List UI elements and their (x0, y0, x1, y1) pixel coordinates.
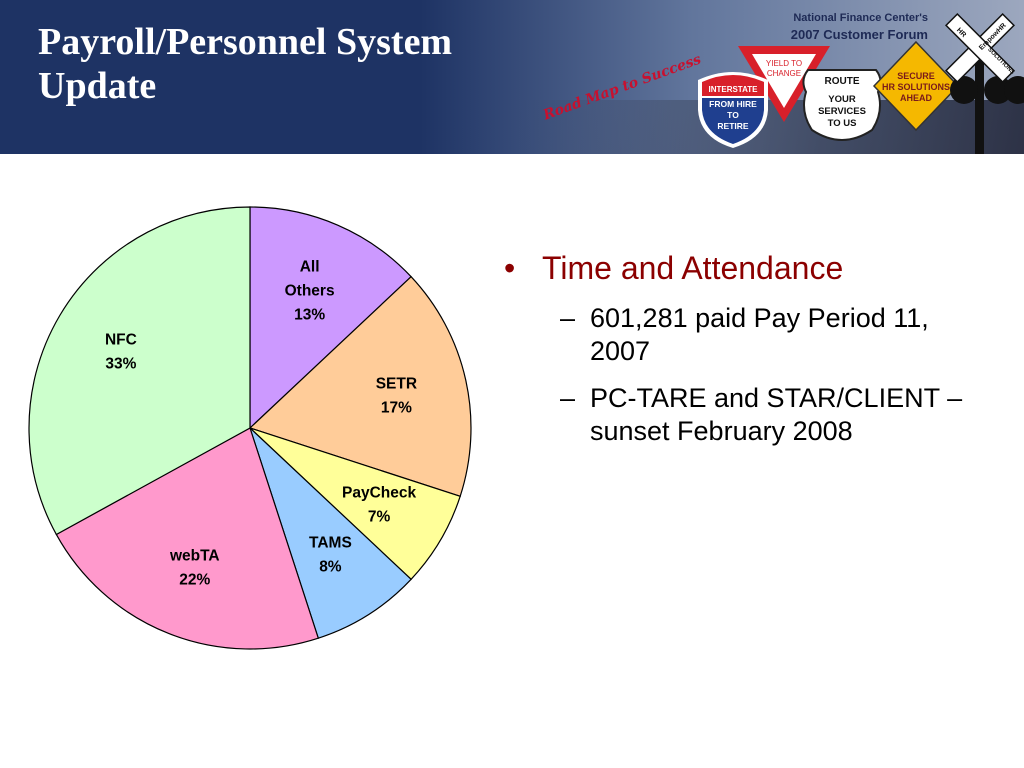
pie-value-label-all-others: 13% (294, 306, 325, 323)
pie-category-label-all-others: All (300, 258, 320, 275)
pie-value-label-tams: 8% (319, 559, 342, 576)
yield-sign: YIELD TO CHANGE (738, 46, 830, 122)
bullet-heading: • Time and Attendance (504, 248, 984, 288)
pie-category-label-setr: SETR (376, 375, 417, 392)
crossbuck-sign: HR EmpowHR SOLUTIONS (944, 12, 1024, 154)
bullet-heading-text: Time and Attendance (542, 250, 844, 286)
pie-value-label-setr: 17% (381, 399, 412, 416)
yield-sign-line-1: YIELD TO (766, 59, 802, 68)
forum-title-line-1: National Finance Center's (793, 12, 928, 24)
yield-sign-line-2: CHANGE (767, 69, 801, 78)
slide-title-line-2: Update (38, 65, 157, 107)
route-sign-line-4: TO US (828, 118, 857, 129)
interstate-sign-line-1: INTERSTATE (708, 85, 758, 94)
pie-value-label-webta: 22% (179, 572, 210, 589)
pie-slice-tams (249, 427, 412, 639)
pie-slice-setr (248, 275, 472, 498)
slide-header: Payroll/Personnel System Update National… (0, 0, 1024, 154)
sub-bullet-2-text: PC-TARE and STAR/CLIENT – sunset Februar… (590, 383, 963, 446)
route-sign-line-3: SERVICES (818, 106, 866, 117)
bullet-list: • Time and Attendance – 601,281 paid Pay… (504, 248, 984, 448)
slide-title-line-1: Payroll/Personnel System (38, 21, 453, 63)
pie-value-label-paycheck: 7% (368, 508, 391, 525)
pie-slices (28, 206, 472, 650)
interstate-sign-line-2: FROM HIRE (709, 99, 757, 109)
pie-value-label-nfc: 33% (105, 356, 136, 373)
route-sign: ROUTE YOUR SERVICES TO US (802, 69, 882, 141)
pie-labels: All Others 13% SETR 17% PayCheck 7% TAMS 8% webTA… (105, 258, 417, 588)
secure-sign-line-3: AHEAD (900, 93, 933, 103)
pie-chart: All Others 13% SETR 17% PayCheck 7% TAMS 8% webTA… (28, 206, 472, 650)
pie-category-label-tams: TAMS (309, 535, 352, 552)
pie-category-label-all-others: Others (285, 282, 335, 299)
sub-bullet-2: – PC-TARE and STAR/CLIENT – sunset Febru… (560, 382, 970, 448)
sub-bullet-dash: – (560, 383, 576, 413)
secure-sign-line-2: HR SOLUTIONS (882, 82, 950, 92)
interstate-sign: INTERSTATE FROM HIRE TO RETIRE (698, 72, 768, 148)
secure-sign-line-1: SECURE (897, 71, 935, 81)
pie-category-label-webta: webTA (169, 548, 220, 565)
sub-bullet-1-text: 601,281 paid Pay Period 11, 2007 (590, 303, 929, 366)
pie-slice-nfc (28, 206, 251, 536)
interstate-sign-line-4: RETIRE (717, 121, 749, 131)
pie-category-label-paycheck: PayCheck (342, 484, 416, 501)
secure-sign: SECURE HR SOLUTIONS AHEAD (872, 40, 960, 132)
road-signs-graphic: YIELD TO CHANGE INTERSTATE FROM HIRE TO … (698, 12, 1024, 154)
sub-bullet-dash: – (560, 303, 576, 333)
sub-bullet-1: – 601,281 paid Pay Period 11, 2007 (560, 302, 970, 368)
interstate-sign-line-3: TO (727, 110, 739, 120)
pie-category-label-nfc: NFC (105, 332, 137, 349)
route-sign-line-1: ROUTE (825, 76, 860, 87)
forum-title-line-2: 2007 Customer Forum (790, 27, 928, 42)
pie-slice-webta (55, 427, 320, 650)
slide-title: Payroll/Personnel System Update (38, 20, 558, 108)
header-road-graphic (520, 100, 1024, 154)
route-sign-line-2: YOUR (828, 94, 856, 105)
pie-slice-all-others (249, 206, 412, 430)
bullet-dot: • (504, 250, 516, 286)
